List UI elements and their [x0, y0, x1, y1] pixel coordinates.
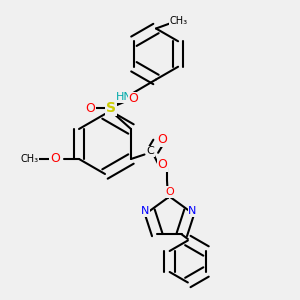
Text: N: N [141, 206, 149, 216]
Text: O: O [158, 133, 167, 146]
Text: O: O [50, 152, 60, 166]
Text: O: O [158, 158, 167, 172]
Text: CH₃: CH₃ [169, 16, 188, 26]
Text: O: O [129, 92, 138, 106]
Text: O: O [165, 187, 174, 197]
Text: O: O [85, 101, 95, 115]
Text: S: S [106, 101, 116, 115]
Text: CH₃: CH₃ [20, 154, 39, 164]
Text: C: C [147, 146, 154, 157]
Text: HN: HN [116, 92, 133, 103]
Text: N: N [188, 206, 197, 216]
